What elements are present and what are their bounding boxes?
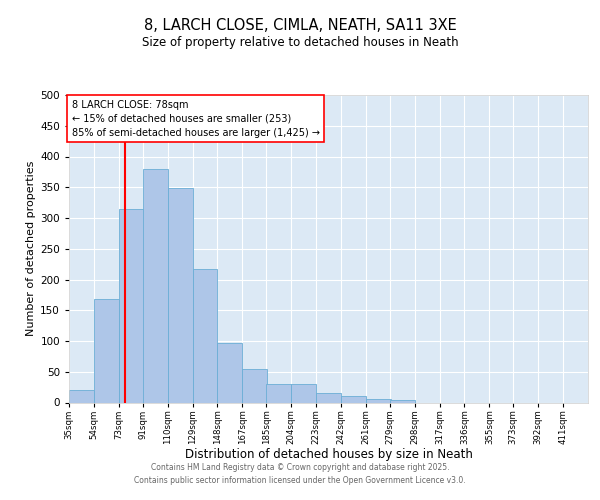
Text: Contains HM Land Registry data © Crown copyright and database right 2025.: Contains HM Land Registry data © Crown c… (151, 462, 449, 471)
Bar (242, 370, 268, 402)
Text: Size of property relative to detached houses in Neath: Size of property relative to detached ho… (142, 36, 458, 49)
Bar (291, 384, 316, 402)
Bar (366, 399, 391, 402)
Bar (266, 384, 291, 402)
Bar (389, 400, 415, 402)
Bar (94, 299, 119, 403)
Text: 8 LARCH CLOSE: 78sqm
← 15% of detached houses are smaller (253)
85% of semi-deta: 8 LARCH CLOSE: 78sqm ← 15% of detached h… (71, 100, 320, 138)
Bar (143, 170, 167, 402)
Bar (217, 344, 242, 402)
Bar (119, 209, 144, 402)
Bar (341, 396, 366, 402)
X-axis label: Distribution of detached houses by size in Neath: Distribution of detached houses by size … (185, 448, 472, 462)
Bar (193, 269, 217, 402)
Bar (167, 188, 193, 402)
Bar (69, 390, 94, 402)
Text: Contains public sector information licensed under the Open Government Licence v3: Contains public sector information licen… (134, 476, 466, 485)
Text: 8, LARCH CLOSE, CIMLA, NEATH, SA11 3XE: 8, LARCH CLOSE, CIMLA, NEATH, SA11 3XE (143, 18, 457, 32)
Bar (316, 394, 341, 402)
Y-axis label: Number of detached properties: Number of detached properties (26, 161, 36, 336)
